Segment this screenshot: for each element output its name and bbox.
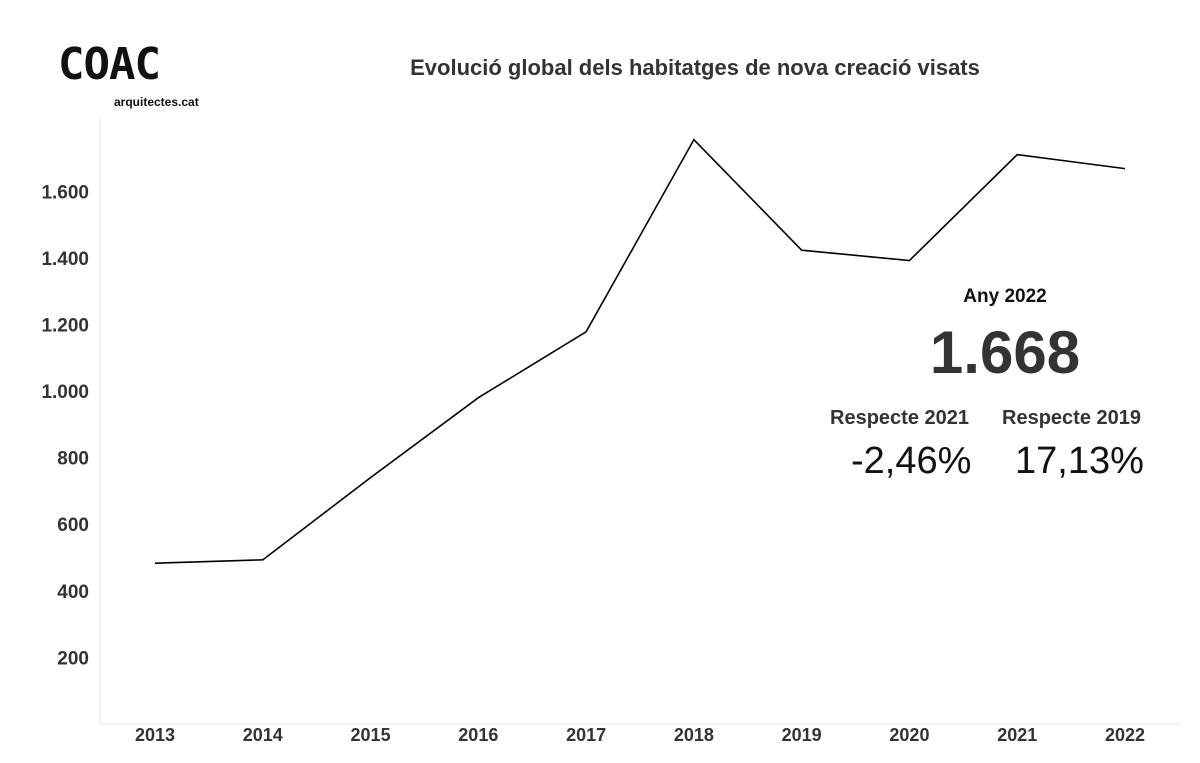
x-tick-label: 2017	[566, 725, 606, 745]
data-point	[692, 138, 696, 142]
y-tick-label: 600	[57, 515, 89, 536]
x-tick-label: 2013	[135, 725, 175, 745]
kpi-comparison-label-2019: Respecte 2019	[1002, 407, 1141, 429]
y-tick-label: 1.600	[41, 182, 89, 203]
kpi-comparison-value-2021: -2,46%	[851, 440, 972, 482]
x-tick-label: 2016	[458, 725, 498, 745]
x-tick-label: 2014	[243, 725, 283, 745]
x-tick-label: 2018	[674, 725, 714, 745]
kpi-value: 1.668	[929, 319, 1081, 386]
coac-logo: COAC arquitectes.cat	[58, 40, 218, 115]
x-tick-label: 2015	[351, 725, 391, 745]
data-point	[153, 561, 157, 565]
data-point	[369, 476, 373, 480]
data-point	[1123, 167, 1127, 171]
x-tick-label: 2020	[889, 725, 929, 745]
kpi-comparison-label-2021: Respecte 2021	[830, 407, 969, 429]
x-tick-label: 2019	[782, 725, 822, 745]
logo-subtitle: arquitectes.cat	[114, 95, 199, 109]
y-tick-label: 800	[57, 449, 89, 470]
logo-mark: COAC	[58, 39, 161, 90]
data-point	[584, 330, 588, 334]
y-tick-label: 400	[57, 582, 89, 603]
chart-title: Evolució global dels habitatges de nova …	[410, 55, 980, 80]
data-point	[907, 259, 911, 263]
kpi-comparison-value-2019: 17,13%	[1015, 440, 1144, 482]
y-tick-label: 1.400	[41, 249, 89, 270]
kpi-year-label: Any 2022	[963, 286, 1047, 307]
y-tick-label: 200	[57, 648, 89, 669]
x-tick-label: 2021	[997, 725, 1037, 745]
data-point	[800, 248, 804, 252]
data-point	[476, 396, 480, 400]
y-tick-label: 1.200	[41, 315, 89, 336]
data-point	[261, 558, 265, 562]
series-line	[154, 138, 1126, 564]
x-tick-label: 2022	[1105, 725, 1145, 745]
data-point	[1015, 153, 1019, 157]
y-tick-label: 1.000	[41, 382, 89, 403]
